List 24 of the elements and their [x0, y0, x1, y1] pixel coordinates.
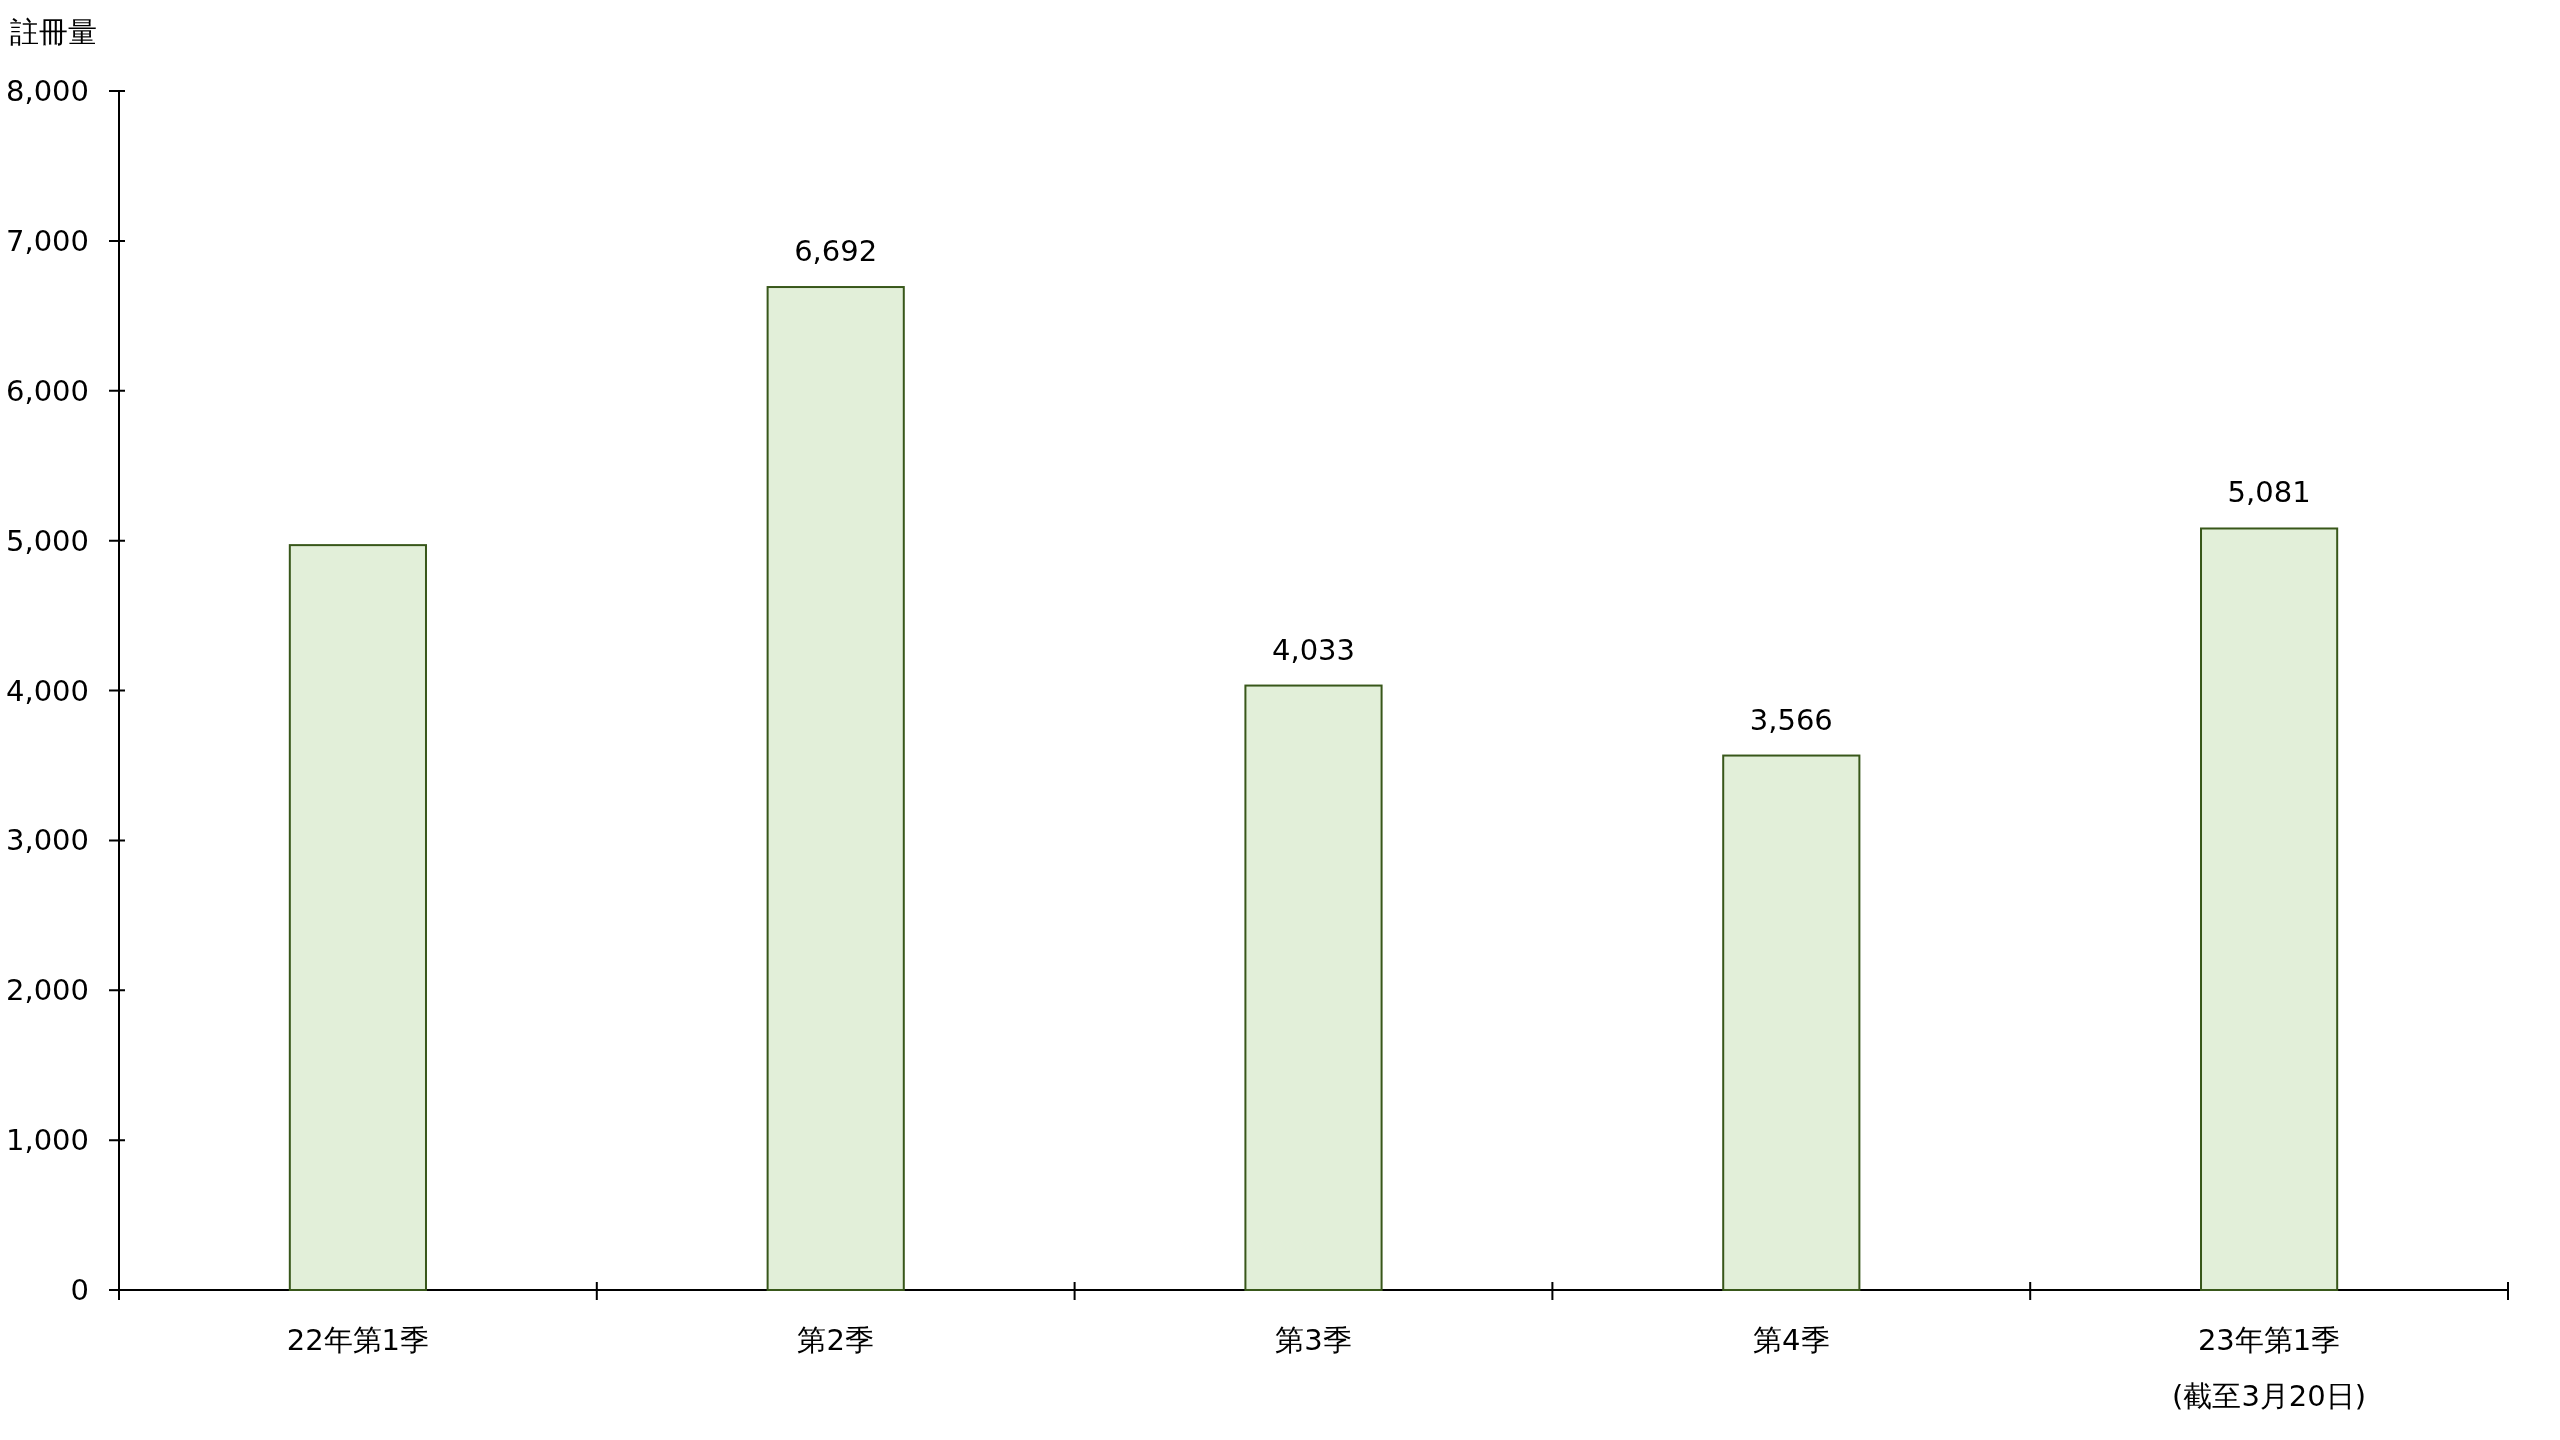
y-tick-label: 7,000: [5, 223, 89, 258]
x-tick-label: 22年第1季: [286, 1323, 430, 1357]
bar: [288, 544, 427, 1291]
x-tick-label: 第3季: [1275, 1323, 1352, 1357]
bar: [2200, 527, 2339, 1291]
y-axis-title: 註冊量: [10, 15, 97, 49]
data-label: 5,081: [2227, 475, 2311, 510]
y-tick-label: 2,000: [5, 973, 89, 1008]
x-tick-label: 第4季: [1753, 1323, 1830, 1357]
bar: [1722, 754, 1861, 1291]
y-tick-label: 6,000: [5, 373, 89, 408]
data-label: 6,692: [794, 234, 878, 269]
y-tick-label: 4,000: [5, 673, 89, 708]
data-label: 4,033: [1271, 632, 1356, 667]
x-tick-label: 第2季: [797, 1323, 874, 1357]
x-tick-label: 23年第1季 (截至3月20日): [2172, 1323, 2367, 1413]
data-label: 3,566: [1749, 702, 1833, 737]
y-tick-label: 3,000: [5, 823, 89, 858]
y-tick-label: 1,000: [5, 1123, 89, 1158]
bar: [766, 286, 905, 1291]
y-tick-label: 0: [70, 1273, 89, 1307]
y-tick-label: 5,000: [5, 523, 89, 558]
bar: [1244, 684, 1383, 1291]
y-tick-label: 8,000: [5, 74, 89, 108]
